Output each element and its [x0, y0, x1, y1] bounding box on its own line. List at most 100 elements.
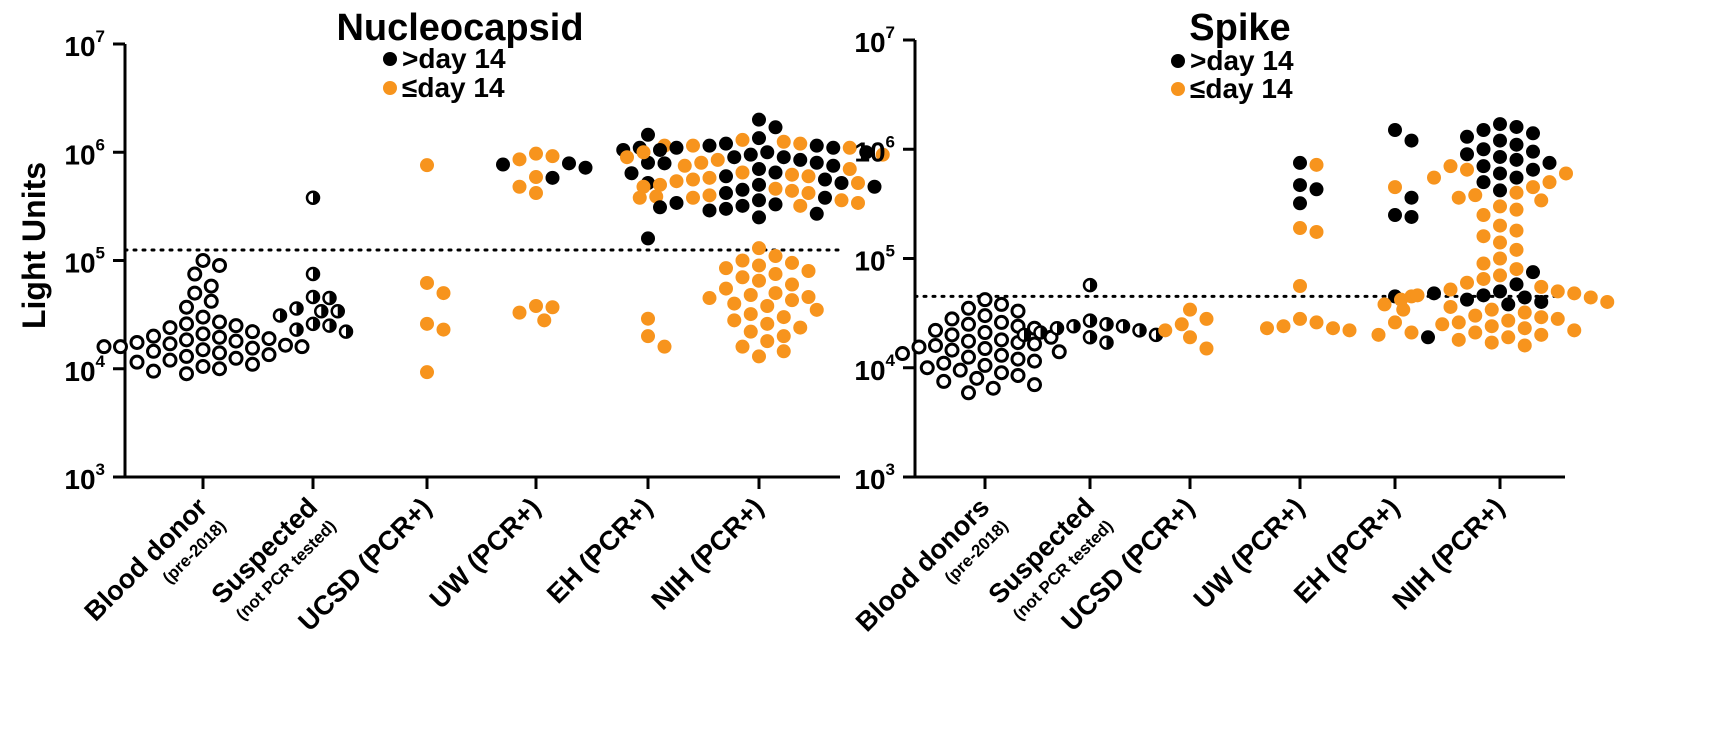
data-point-open: [977, 325, 993, 341]
data-point-early: [752, 241, 766, 256]
data-point-early: [1493, 251, 1507, 266]
data-point-early: [776, 344, 791, 359]
data-point-open: [919, 360, 935, 376]
legend-label-early: ≤day 14: [402, 72, 505, 103]
data-point-early: [768, 181, 783, 196]
data-point-early: [1435, 317, 1450, 332]
data-point-early: [735, 339, 750, 354]
category-label: EH (PCR+): [541, 492, 658, 609]
data-point-early: [785, 293, 799, 308]
data-point-early: [743, 288, 758, 303]
half-fill: [313, 317, 319, 330]
data-point-early: [801, 186, 816, 201]
data-point-early: [1534, 310, 1549, 325]
data-point-late: [1404, 190, 1419, 205]
data-point-open: [961, 385, 976, 401]
data-point-early: [1460, 162, 1474, 177]
data-point-open: [1027, 336, 1042, 352]
data-point-early: [512, 179, 527, 194]
data-point-early: [1468, 308, 1483, 323]
data-point-open: [195, 309, 211, 325]
data-point-open: [203, 293, 219, 309]
data-point-open: [212, 361, 227, 377]
data-point-early: [529, 186, 543, 201]
data-point-early: [768, 249, 783, 264]
data-point-early: [1451, 332, 1466, 347]
data-point-late: [735, 198, 750, 213]
data-point-early: [1542, 175, 1557, 190]
data-point-late: [719, 169, 733, 184]
data-point-half: [305, 190, 321, 205]
data-point-early: [1451, 190, 1466, 205]
data-point-late: [1542, 155, 1557, 170]
data-point-early: [776, 329, 791, 344]
data-point-early: [752, 258, 766, 273]
data-point-late: [1309, 182, 1324, 197]
y-tick-label: 103: [64, 460, 105, 495]
data-point-late: [653, 142, 667, 157]
data-point-early: [1309, 224, 1324, 239]
data-point-open: [179, 366, 194, 382]
data-point-half: [1115, 318, 1131, 334]
half-fill: [1090, 314, 1096, 327]
half-fill: [321, 305, 328, 318]
data-point-late: [1476, 142, 1491, 157]
data-point-late: [826, 140, 841, 155]
legend-label-early: ≤day 14: [1190, 73, 1293, 104]
data-point-late: [653, 200, 667, 215]
data-point-early: [537, 313, 552, 328]
data-point-late: [743, 147, 758, 162]
data-point-open: [1027, 353, 1042, 369]
half-fill: [337, 305, 344, 318]
data-point-late: [768, 197, 783, 212]
data-point-early: [1567, 286, 1582, 301]
data-point-open: [212, 345, 227, 361]
data-point-open: [261, 347, 277, 363]
half-fill: [1139, 324, 1146, 337]
data-point-open: [96, 339, 112, 355]
data-point-early: [1394, 292, 1408, 307]
data-point-open: [936, 373, 952, 389]
data-point-early: [1276, 319, 1291, 334]
data-point-early: [1567, 323, 1582, 338]
data-point-early: [653, 177, 667, 192]
y-tick-label: 105: [64, 244, 105, 279]
data-point-early: [719, 281, 733, 296]
data-point-late: [1460, 292, 1474, 307]
data-point-early: [1534, 279, 1549, 294]
data-point-early: [1468, 188, 1483, 203]
data-point-open: [162, 336, 178, 352]
data-point-late: [752, 112, 766, 127]
data-point-early: [436, 286, 451, 301]
data-point-early: [719, 261, 733, 276]
data-point-late: [1421, 330, 1435, 345]
data-point-open: [952, 362, 968, 378]
half-fill: [296, 323, 303, 336]
data-point-late: [1476, 288, 1491, 303]
data-point-early: [1377, 297, 1392, 312]
data-point-late: [496, 157, 510, 172]
data-point-early: [727, 296, 742, 311]
data-point-late: [834, 175, 849, 190]
data-point-open: [944, 311, 960, 327]
data-point-early: [851, 195, 865, 210]
legend-label-late: >day 14: [402, 43, 506, 74]
y-tick-label: 103: [854, 460, 895, 495]
data-point-late: [1493, 183, 1507, 198]
data-point-half: [1082, 330, 1098, 345]
data-point-open: [1027, 377, 1042, 393]
data-point-late: [1501, 297, 1516, 312]
category-label: NIH (PCR+): [646, 492, 770, 616]
data-point-early: [1534, 193, 1549, 208]
data-point-early: [545, 300, 560, 315]
data-point-early: [1443, 159, 1458, 174]
data-point-open: [203, 278, 219, 294]
data-point-late: [768, 165, 783, 180]
data-point-open: [228, 350, 244, 366]
data-point-early: [1468, 325, 1483, 340]
data-point-early: [632, 190, 647, 205]
data-point-late: [768, 120, 783, 135]
y-tick-label: 106: [64, 135, 105, 170]
data-point-open: [944, 342, 960, 358]
data-point-late: [1509, 277, 1524, 292]
